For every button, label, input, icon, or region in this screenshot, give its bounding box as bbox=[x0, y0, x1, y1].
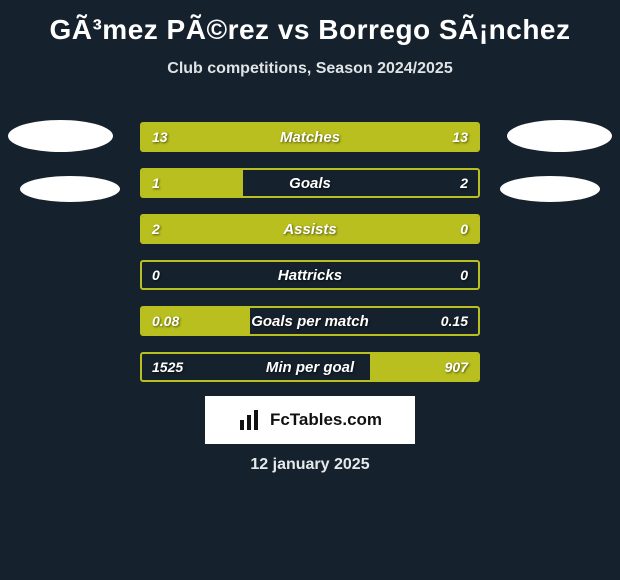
player1-avatar-top bbox=[8, 120, 113, 152]
stat-label: Goals bbox=[142, 170, 478, 196]
bar-chart-icon bbox=[238, 408, 264, 432]
stats-container: 1313Matches 12Goals 20Assists 00Hattricks 0.… bbox=[140, 122, 480, 398]
stat-row: 12Goals bbox=[140, 168, 480, 198]
stat-row: 1525907Min per goal bbox=[140, 352, 480, 382]
player2-avatar-top bbox=[507, 120, 612, 152]
stat-label: Assists bbox=[142, 216, 478, 242]
stat-label: Goals per match bbox=[142, 308, 478, 334]
logo-text: FcTables.com bbox=[270, 410, 382, 430]
player2-avatar-mid bbox=[500, 176, 600, 202]
stat-label: Hattricks bbox=[142, 262, 478, 288]
stat-row: 00Hattricks bbox=[140, 260, 480, 290]
stat-row: 20Assists bbox=[140, 214, 480, 244]
fctables-logo: FcTables.com bbox=[205, 396, 415, 444]
stat-row: 1313Matches bbox=[140, 122, 480, 152]
player1-avatar-mid bbox=[20, 176, 120, 202]
page-title: GÃ³mez PÃ©rez vs Borrego SÃ¡nchez bbox=[0, 0, 620, 46]
page-subtitle: Club competitions, Season 2024/2025 bbox=[0, 60, 620, 78]
stat-row: 0.080.15Goals per match bbox=[140, 306, 480, 336]
generated-date: 12 january 2025 bbox=[0, 456, 620, 474]
stat-label: Matches bbox=[142, 124, 478, 150]
stat-label: Min per goal bbox=[142, 354, 478, 380]
